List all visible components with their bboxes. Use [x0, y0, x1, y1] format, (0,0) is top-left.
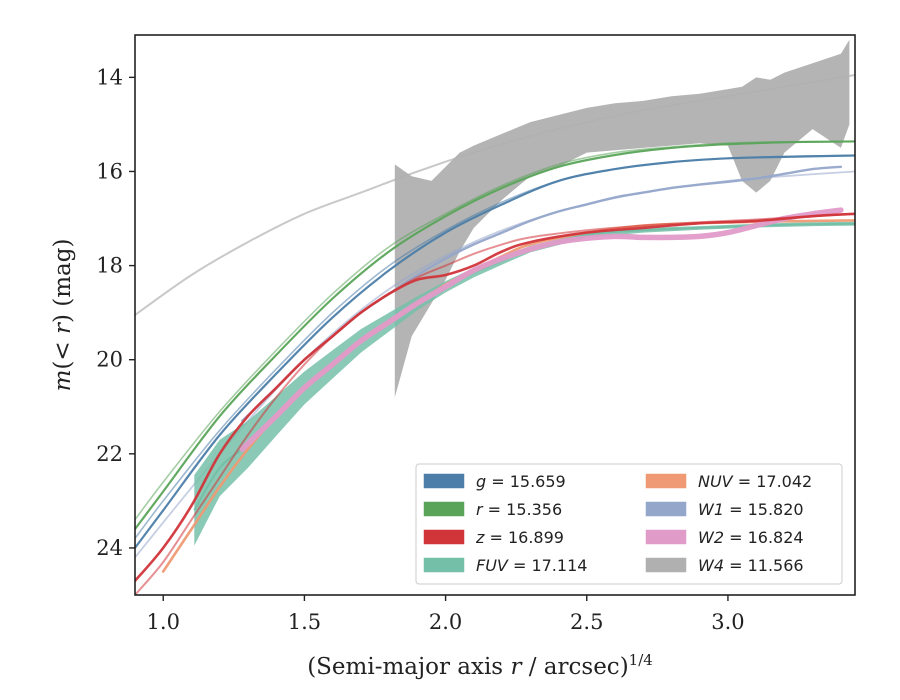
series-w4 [135, 39, 855, 398]
x-axis-label: (Semi-major axis r / arcsec)1/4 [307, 651, 653, 680]
x-tick-label: 2.5 [570, 610, 603, 634]
series-g-line [135, 154, 855, 549]
legend-label: g = 15.659 [476, 472, 566, 491]
y-tick-label: 22 [96, 442, 123, 466]
legend-label: W1 = 15.820 [698, 500, 804, 519]
legend-swatch [645, 557, 687, 573]
legend-swatch [645, 501, 687, 517]
series-z-line [135, 212, 855, 583]
y-tick-label: 14 [96, 65, 123, 89]
legend-label: NUV = 17.042 [698, 472, 812, 491]
legend-swatch [423, 557, 465, 573]
legend-label: W4 = 11.566 [698, 556, 804, 575]
x-tick-label: 1.5 [288, 610, 321, 634]
y-axis-label: m(< r) (mag) [50, 239, 76, 392]
legend-item-fuv: FUV = 17.114 [423, 556, 587, 575]
series-fuv-band [194, 221, 855, 546]
series-r [135, 140, 855, 531]
legend-item-w2: W2 = 16.824 [645, 528, 804, 547]
y-tick-label: 16 [96, 159, 123, 183]
y-tick-label: 18 [96, 254, 123, 278]
legend-item-w4: W4 = 11.566 [645, 556, 804, 575]
series-w2-line [239, 207, 844, 452]
x-tick-label: 2.0 [429, 610, 462, 634]
legend-swatch [645, 473, 687, 489]
legend-swatch [423, 473, 465, 489]
legend-item-r: r = 15.356 [423, 500, 562, 519]
legend-label: z = 16.899 [475, 528, 564, 547]
legend: g = 15.659 r = 15.356 z = 16.899 FUV = 17.1… [415, 463, 843, 585]
legend-label: W2 = 16.824 [698, 528, 804, 547]
legend-label: FUV = 17.114 [476, 556, 587, 575]
series-g [135, 154, 855, 549]
legend-swatch [423, 529, 465, 545]
series-z [135, 212, 855, 595]
series-r-line [135, 140, 855, 531]
y-tick-label: 20 [96, 348, 123, 372]
axis-ticks: 1.0 1.5 2.0 2.5 3.0 14 16 18 20 22 24 [96, 65, 744, 634]
legend-swatch [423, 501, 465, 517]
plot-frame [134, 34, 856, 596]
legend-box [415, 463, 843, 585]
legend-label: r = 15.356 [476, 500, 562, 519]
x-tick-label: 3.0 [711, 610, 744, 634]
legend-item-w1: W1 = 15.820 [645, 500, 804, 519]
series-w4-band [394, 39, 850, 398]
plot-area [135, 39, 855, 595]
x-tick-label: 1.0 [147, 610, 180, 634]
legend-item-nuv: NUV = 17.042 [645, 472, 812, 491]
y-tick-label: 24 [96, 536, 123, 560]
legend-item-g: g = 15.659 [423, 472, 566, 491]
legend-item-z: z = 16.899 [423, 528, 564, 547]
legend-swatch [645, 529, 687, 545]
series-w2 [239, 207, 844, 452]
